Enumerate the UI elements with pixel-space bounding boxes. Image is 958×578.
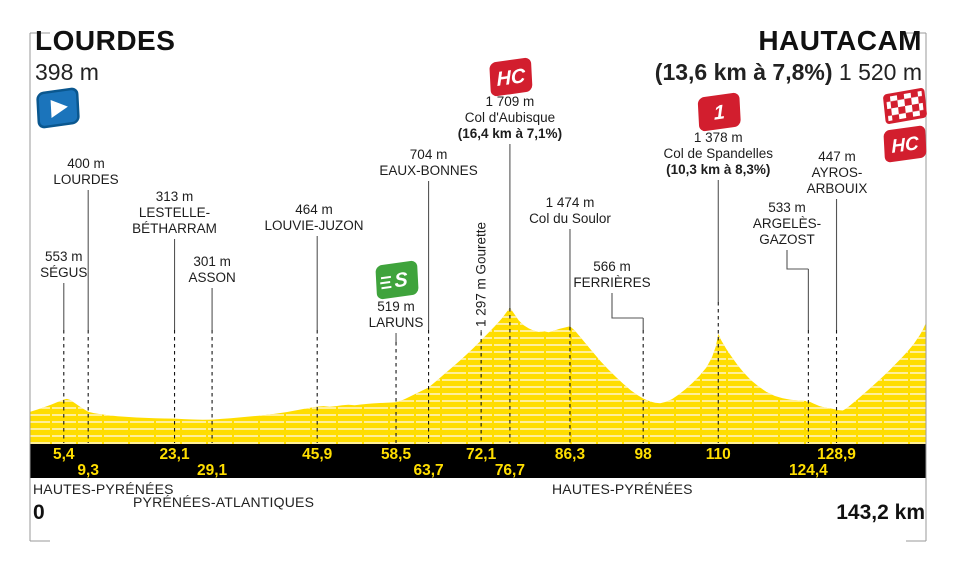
- elevation-area-stripes: [30, 307, 926, 445]
- waypoint-asson: 301 m ASSON: [188, 254, 236, 443]
- waypoint-col-du-soulor: 1 474 m Col du Soulor: [529, 195, 611, 443]
- km-tick-segus: 5,4: [53, 446, 75, 463]
- marker-elbow-argeles-gazost: [786, 250, 809, 270]
- start-flag-icon: [36, 87, 80, 129]
- finish-flag-box: HC: [878, 84, 934, 173]
- waypoint-col-de-spandelles: 1 378 m Col de Spandelles (10,3 km à 8,3%)…: [663, 92, 773, 443]
- waypoint-label-eaux-bonnes: 704 m EAUX-BONNES: [379, 147, 477, 178]
- waypoint-laruns: 519 m LARUNS S: [369, 260, 424, 443]
- waypoint-label-col-de-spandelles: 1 378 m Col de Spandelles (10,3 km à 8,3%): [663, 130, 773, 177]
- waypoint-label-col-du-soulor: 1 474 m Col du Soulor: [529, 195, 611, 226]
- km-tick-argeles-gazost: 124,4: [789, 462, 828, 479]
- category-1-badge: 1: [697, 92, 741, 132]
- waypoint-label-ferrieres: 566 m FERRIÈRES: [573, 259, 650, 290]
- finish-hc-badge: HC: [883, 125, 927, 163]
- sprint-badge: S: [375, 260, 419, 300]
- start-town-name: LOURDES: [35, 25, 176, 56]
- waypoint-label-louvie-juzon: 464 m LOUVIE-JUZON: [264, 202, 363, 233]
- finish-town-name: HAUTACAM: [758, 25, 922, 56]
- total-distance-label: 143,2 km: [836, 501, 925, 524]
- km-tick-eaux-bonnes: 63,7: [413, 462, 443, 479]
- waypoint-label-ayros-arbouix: 447 m AYROS-ARBOUIX: [807, 149, 868, 196]
- waypoint-label-laruns: 519 m LARUNS: [369, 299, 424, 330]
- start-flag-box: [32, 84, 84, 137]
- km-tick-ayros-arbouix: 128,9: [817, 446, 856, 463]
- origin-km-label: 0: [33, 501, 45, 524]
- distance-axis-bar: [30, 444, 926, 478]
- svg-text:HC: HC: [891, 133, 920, 158]
- km-tick-col-du-soulor: 86,3: [555, 446, 586, 463]
- km-tick-ferrieres: 98: [635, 446, 653, 463]
- waypoint-ferrieres: 566 m FERRIÈRES: [573, 259, 651, 443]
- waypoint-argeles-gazost: 533 m ARGELÈS-GAZOST: [753, 200, 821, 443]
- waypoint-label-argeles-gazost: 533 m ARGELÈS-GAZOST: [753, 200, 821, 247]
- finish-climb-line: (13,6 km à 7,8%) 1 520 m: [655, 59, 922, 87]
- waypoint-label-gourette: 1 297 m Gourette: [474, 222, 489, 327]
- waypoint-col-daubisque: 1 709 m Col d'Aubisque (16,4 km à 7,1%) HC: [458, 57, 562, 443]
- km-tick-louvie-juzon: 45,9: [302, 446, 333, 463]
- km-tick-lourdes: 9,3: [77, 462, 99, 479]
- km-tick-asson: 29,1: [197, 462, 228, 479]
- svg-text:1: 1: [713, 101, 725, 125]
- km-tick-gourette: 72,1: [466, 446, 497, 463]
- km-tick-lestelle-betharram: 23,1: [159, 446, 190, 463]
- region-label-hautes-pyrenees-1: HAUTES-PYRÉNÉES: [33, 481, 174, 497]
- waypoint-eaux-bonnes: 704 m EAUX-BONNES: [379, 147, 478, 443]
- waypoint-lourdes: 400 m LOURDES: [53, 156, 119, 443]
- region-label-hautes-pyrenees-2: HAUTES-PYRÉNÉES: [552, 481, 693, 497]
- waypoint-label-asson: 301 m ASSON: [188, 254, 235, 285]
- waypoint-segus: 553 m SÉGUS: [40, 249, 87, 443]
- waypoint-label-col-daubisque: 1 709 m Col d'Aubisque (16,4 km à 7,1%): [458, 94, 562, 141]
- waypoint-ayros-arbouix: 447 m AYROS-ARBOUIX: [807, 149, 868, 443]
- checkered-flag-icon: [883, 88, 927, 124]
- finish-flags-icon: HC: [883, 88, 927, 163]
- waypoint-gourette: 1 297 m Gourette: [474, 222, 489, 443]
- svg-text:HC: HC: [496, 65, 526, 91]
- waypoint-lestelle-betharram: 313 m LESTELLE-BÉTHARRAM: [132, 189, 217, 443]
- start-title-block: LOURDES 398 m: [35, 25, 176, 86]
- km-tick-col-daubisque: 76,7: [495, 462, 525, 479]
- finish-climb-stats: (13,6 km à 7,8%): [654, 58, 833, 85]
- km-tick-laruns: 58,5: [381, 446, 412, 463]
- finish-title-block: HAUTACAM (13,6 km à 7,8%) 1 520 m: [655, 25, 922, 87]
- km-tick-col-de-spandelles: 110: [706, 446, 731, 463]
- waypoint-louvie-juzon: 464 m LOUVIE-JUZON: [264, 202, 364, 443]
- marker-elbow-ferrieres: [611, 293, 644, 319]
- region-label-pyrenees-atlantiques: PYRÉNÉES-ATLANTIQUES: [133, 494, 315, 510]
- svg-text:S: S: [394, 268, 409, 292]
- waypoint-label-lourdes: 400 m LOURDES: [53, 156, 118, 187]
- start-elevation: 398 m: [35, 58, 99, 85]
- hc-badge: HC: [489, 57, 533, 97]
- waypoint-label-segus: 553 m SÉGUS: [40, 249, 87, 280]
- waypoint-label-lestelle-betharram: 313 m LESTELLE-BÉTHARRAM: [132, 189, 217, 236]
- finish-elevation: 1 520 m: [838, 58, 922, 85]
